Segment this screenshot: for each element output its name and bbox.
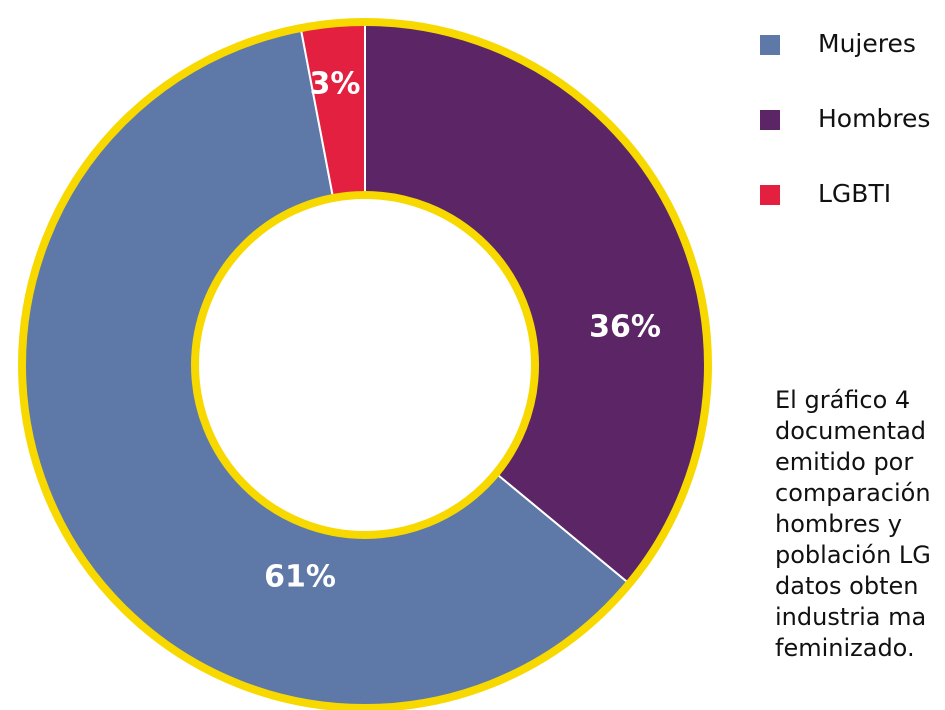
inner-ring [191,191,539,539]
paragraph-line: feminizado. [775,634,915,662]
paragraph-line: industria ma [775,603,926,631]
legend-label: Mujeres [818,29,916,58]
paragraph-line: hombres y [775,510,902,538]
paragraph-line: emitido por [775,448,913,476]
legend-label: Hombres [818,104,930,133]
data-label: 36% [589,310,661,345]
legend-swatch [760,185,780,205]
legend-swatch [760,35,780,55]
paragraph-line: datos obten [775,572,918,600]
paragraph-line: comparación [775,479,931,507]
donut-slice [364,20,709,586]
data-label: 3% [310,67,361,102]
legend-swatch [760,110,780,130]
paragraph-line: El gráfico 4 [775,386,910,414]
legend-label: LGBTI [818,179,891,208]
data-label: 61% [264,560,336,595]
paragraph-line: documentad [775,417,926,445]
outer-ring [18,18,712,710]
paragraph-line: población LG [775,541,931,569]
